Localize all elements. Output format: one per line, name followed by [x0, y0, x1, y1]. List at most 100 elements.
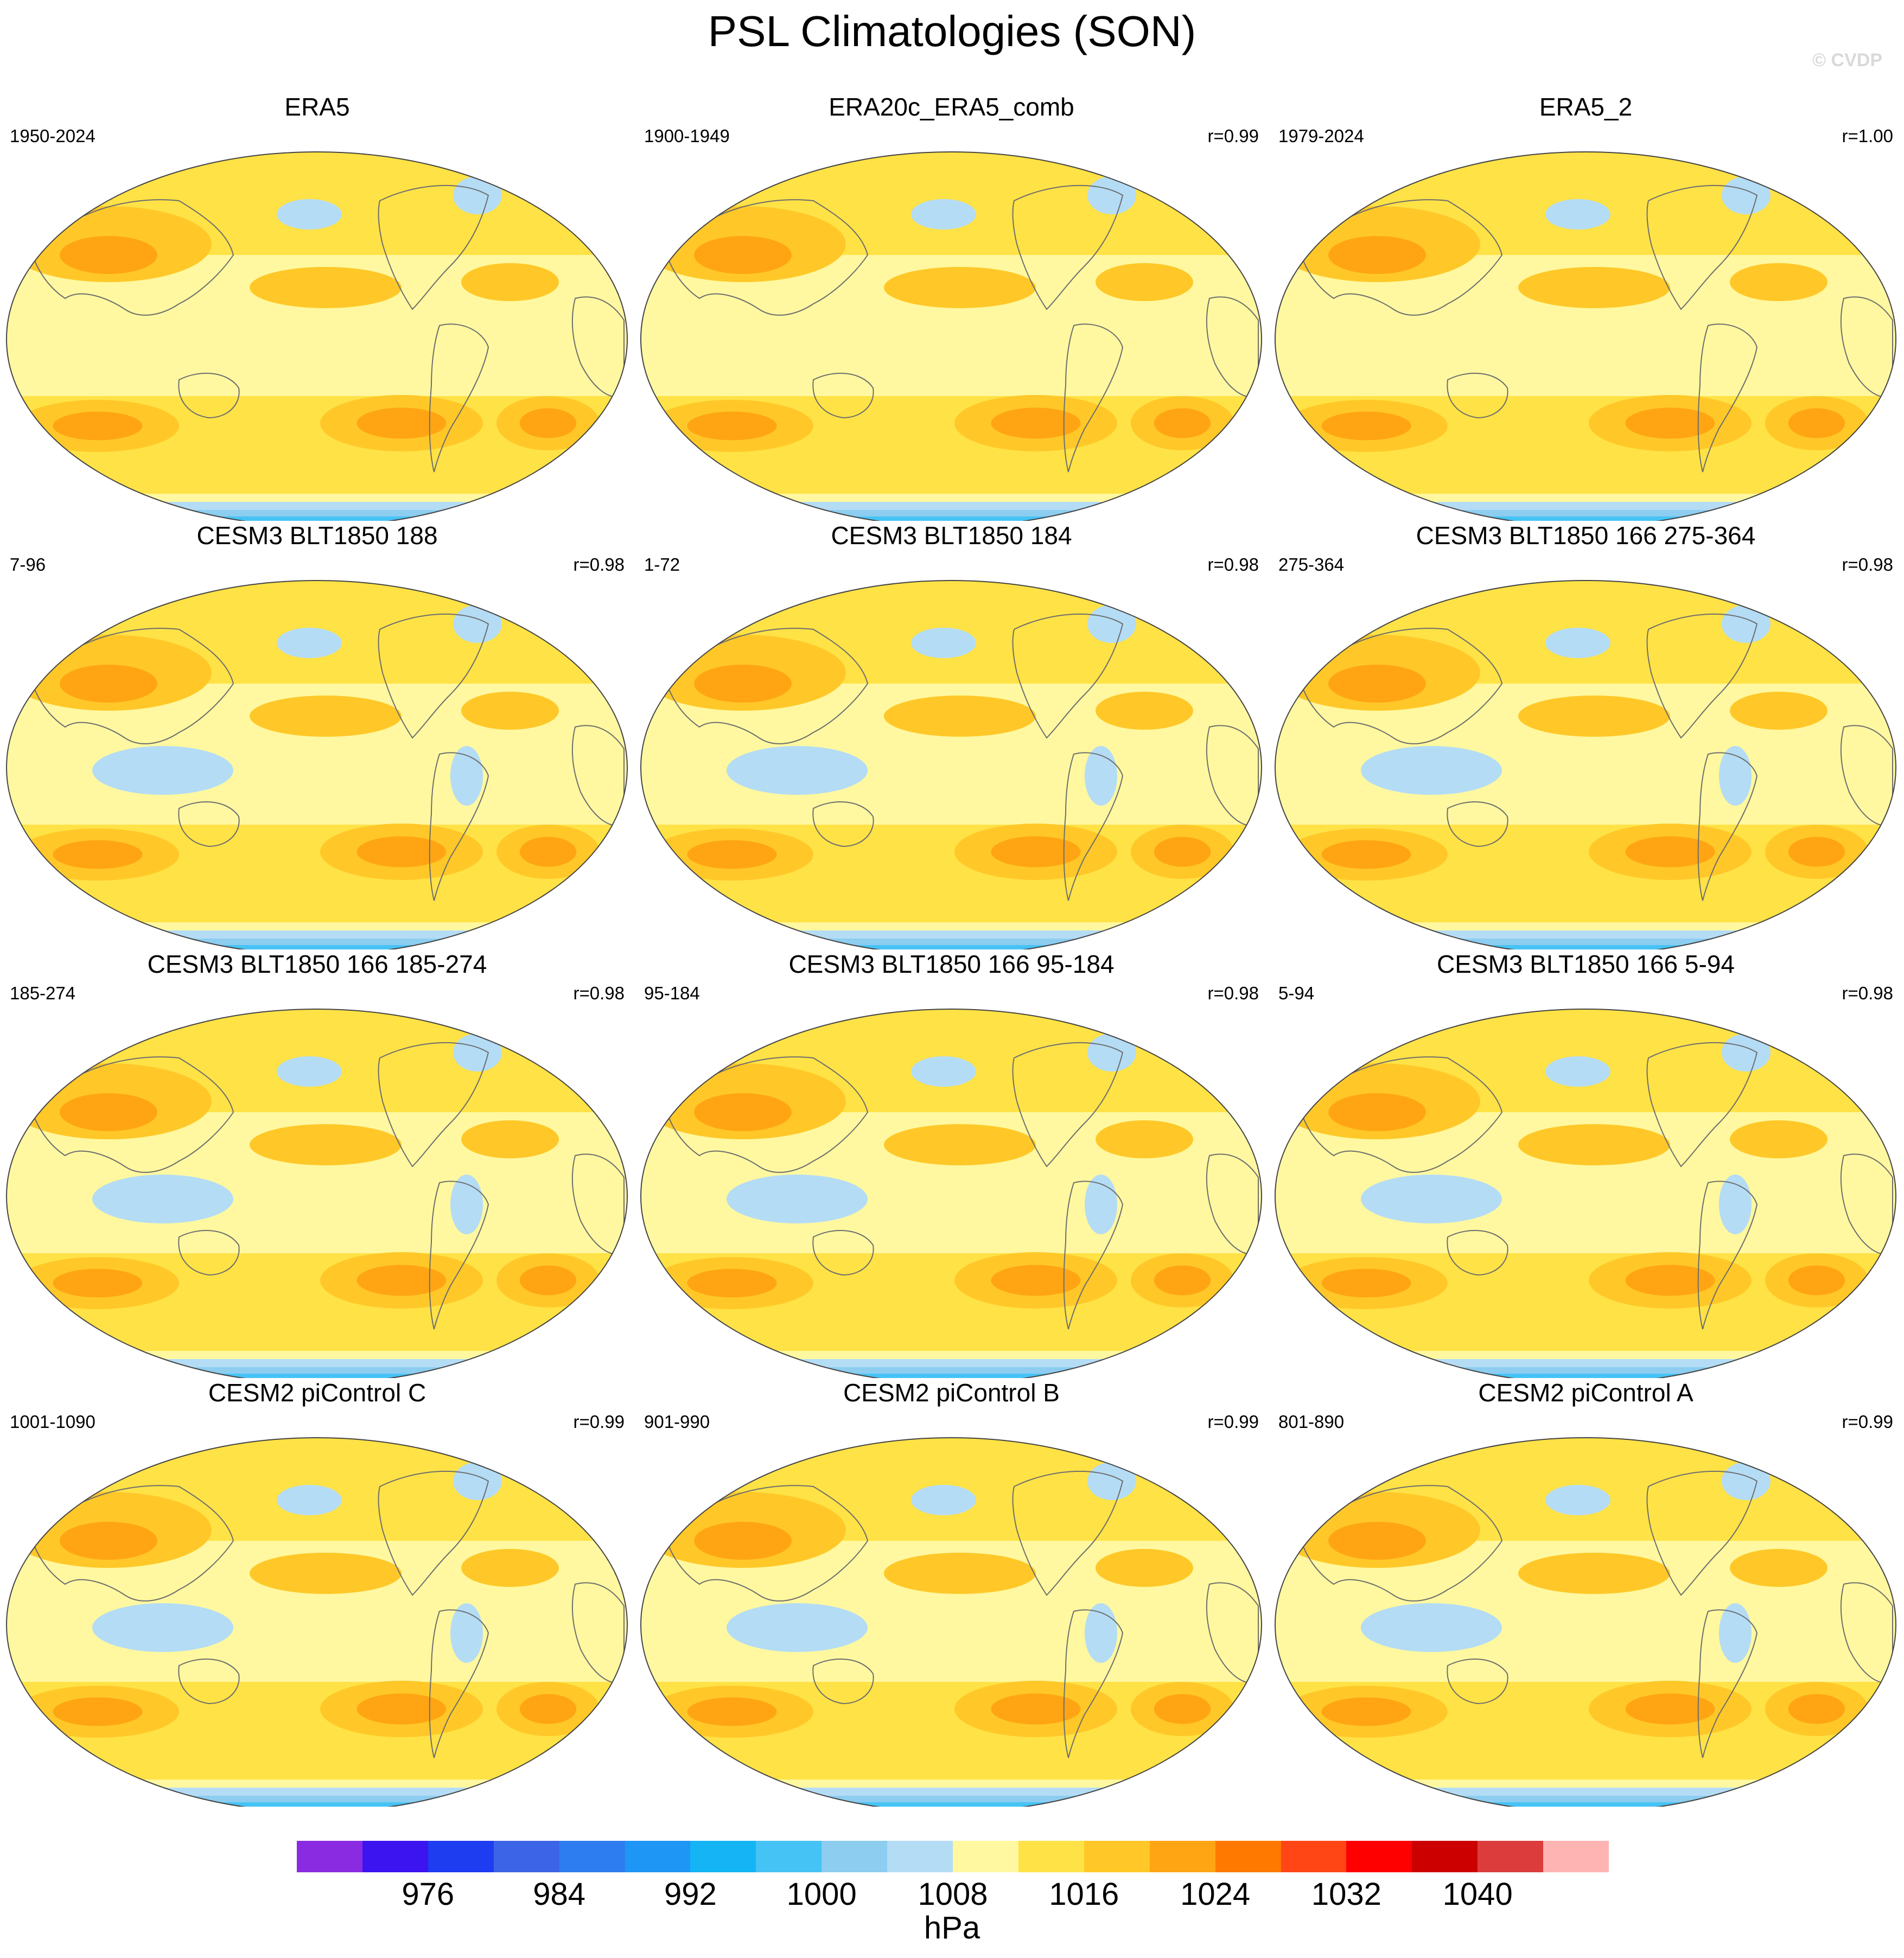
south-america-outline [429, 1609, 489, 1758]
south-america-outline [1697, 1609, 1758, 1758]
panel-correlation: r=0.98 [1842, 554, 1894, 575]
southern-high-core [1321, 840, 1411, 869]
australia-outline [1447, 1659, 1508, 1705]
map-panel: CESM2 piControl B 901-990 r=0.99 [634, 1378, 1269, 1807]
asia-outline [31, 628, 234, 744]
africa-outline [1840, 296, 1893, 398]
colorbar-units: hPa [924, 1910, 980, 1946]
icelandic-low [453, 1034, 502, 1072]
north-america-outline [1646, 1042, 1758, 1168]
panel-period: 275-364 [1278, 554, 1345, 575]
atlantic-high [461, 263, 559, 301]
south-america-outline [1063, 1181, 1124, 1330]
psl-map [1275, 1437, 1896, 1807]
amazon-low [450, 1603, 483, 1663]
southern-high-core [356, 407, 447, 439]
asian-high-core [1328, 1093, 1426, 1131]
asian-high-core [1328, 665, 1426, 703]
asia-outline [31, 1485, 234, 1602]
maritime-continent-low [92, 1175, 233, 1223]
maritime-continent-low [1361, 1603, 1502, 1652]
atlantic-high [1730, 1549, 1827, 1587]
asian-high-core [694, 1093, 792, 1131]
maritime-continent-low [92, 1603, 233, 1652]
southern-high-core [1625, 1265, 1715, 1296]
panel-period: 801-890 [1278, 1412, 1345, 1432]
atlantic-high [461, 1120, 559, 1158]
pacific-high [250, 696, 402, 737]
north-america-outline [1012, 1470, 1124, 1596]
aleutian-low [277, 1485, 342, 1515]
icelandic-low [453, 1462, 502, 1500]
aleutian-low [911, 199, 976, 229]
map-border [1275, 580, 1896, 949]
southern-high-core [519, 408, 577, 438]
colorbar [297, 1841, 1609, 1872]
aleutian-low [277, 1056, 342, 1087]
north-america-outline [378, 1470, 489, 1596]
africa-outline [1840, 725, 1893, 826]
north-america-outline [1646, 1470, 1758, 1596]
asia-outline [1300, 1485, 1503, 1602]
australia-outline [178, 1230, 240, 1276]
south-america-outline [1063, 752, 1124, 901]
map-border [640, 1437, 1262, 1807]
map-panel: CESM3 BLT1850 188 7-96 r=0.98 [0, 521, 634, 949]
southern-high-core [53, 840, 143, 869]
southern-high-core [1788, 1265, 1845, 1296]
panel-period: 1900-1949 [644, 126, 730, 146]
panel-period: 7-96 [10, 554, 46, 575]
southern-high-core [53, 1268, 143, 1298]
colorbar-swatch [1084, 1841, 1150, 1872]
southern-ocean-band [1275, 1374, 1896, 1378]
colorbar-tick-label: 984 [533, 1877, 585, 1912]
map-border [6, 580, 628, 949]
map-border [640, 151, 1262, 521]
colorbar-tick-label: 1000 [786, 1877, 857, 1912]
southern-high-core [1154, 408, 1211, 438]
icelandic-low [1722, 1462, 1771, 1500]
asia-outline [666, 628, 869, 744]
psl-map [1275, 1009, 1896, 1378]
icelandic-low [1087, 1034, 1136, 1072]
colorbar-swatch [690, 1841, 756, 1872]
australia-outline [178, 1659, 240, 1705]
psl-map [640, 1009, 1262, 1378]
southern-high-core [356, 836, 447, 868]
asia-outline [1300, 1056, 1503, 1173]
maritime-continent-low [727, 1603, 868, 1652]
panel-period: 901-990 [644, 1412, 710, 1432]
panel-correlation: r=0.99 [1207, 1412, 1259, 1432]
southern-ocean-band [641, 516, 1262, 521]
atlantic-high [1730, 692, 1827, 730]
north-america-outline [1012, 184, 1124, 310]
southern-ocean-band [641, 1802, 1262, 1807]
panel-title: CESM3 BLT1850 166 95-184 [788, 950, 1115, 978]
amazon-low [1719, 746, 1752, 806]
colorbar-tick-label: 976 [402, 1877, 455, 1912]
australia-outline [812, 801, 874, 847]
africa-outline [1840, 1582, 1893, 1683]
south-america-outline [1697, 323, 1758, 473]
north-america-outline [378, 613, 489, 739]
atlantic-high [461, 1549, 559, 1587]
panel-title: ERA20c_ERA5_comb [829, 93, 1074, 121]
panel-correlation: r=0.98 [1207, 983, 1259, 1003]
colorbar-swatch [297, 1841, 363, 1872]
colorbar-swatch [362, 1841, 429, 1872]
map-panel: ERA5_2 1979-2024 r=1.00 [1269, 92, 1903, 521]
panel-title: CESM2 piControl A [1478, 1379, 1693, 1407]
pacific-high [1518, 1553, 1670, 1594]
colorbar-tick-label: 1024 [1180, 1877, 1251, 1912]
southern-high-core [991, 407, 1081, 439]
colorbar-swatch [1346, 1841, 1412, 1872]
australia-outline [178, 373, 240, 419]
southern-ocean-band [1275, 945, 1896, 949]
colorbar-swatch [1018, 1841, 1085, 1872]
panel-period: 1-72 [644, 554, 680, 575]
southern-ocean-band [7, 945, 627, 949]
psl-map [6, 1437, 628, 1807]
south-america-outline [429, 752, 489, 901]
atlantic-high [1730, 1120, 1827, 1158]
southern-high-core [356, 1693, 447, 1725]
